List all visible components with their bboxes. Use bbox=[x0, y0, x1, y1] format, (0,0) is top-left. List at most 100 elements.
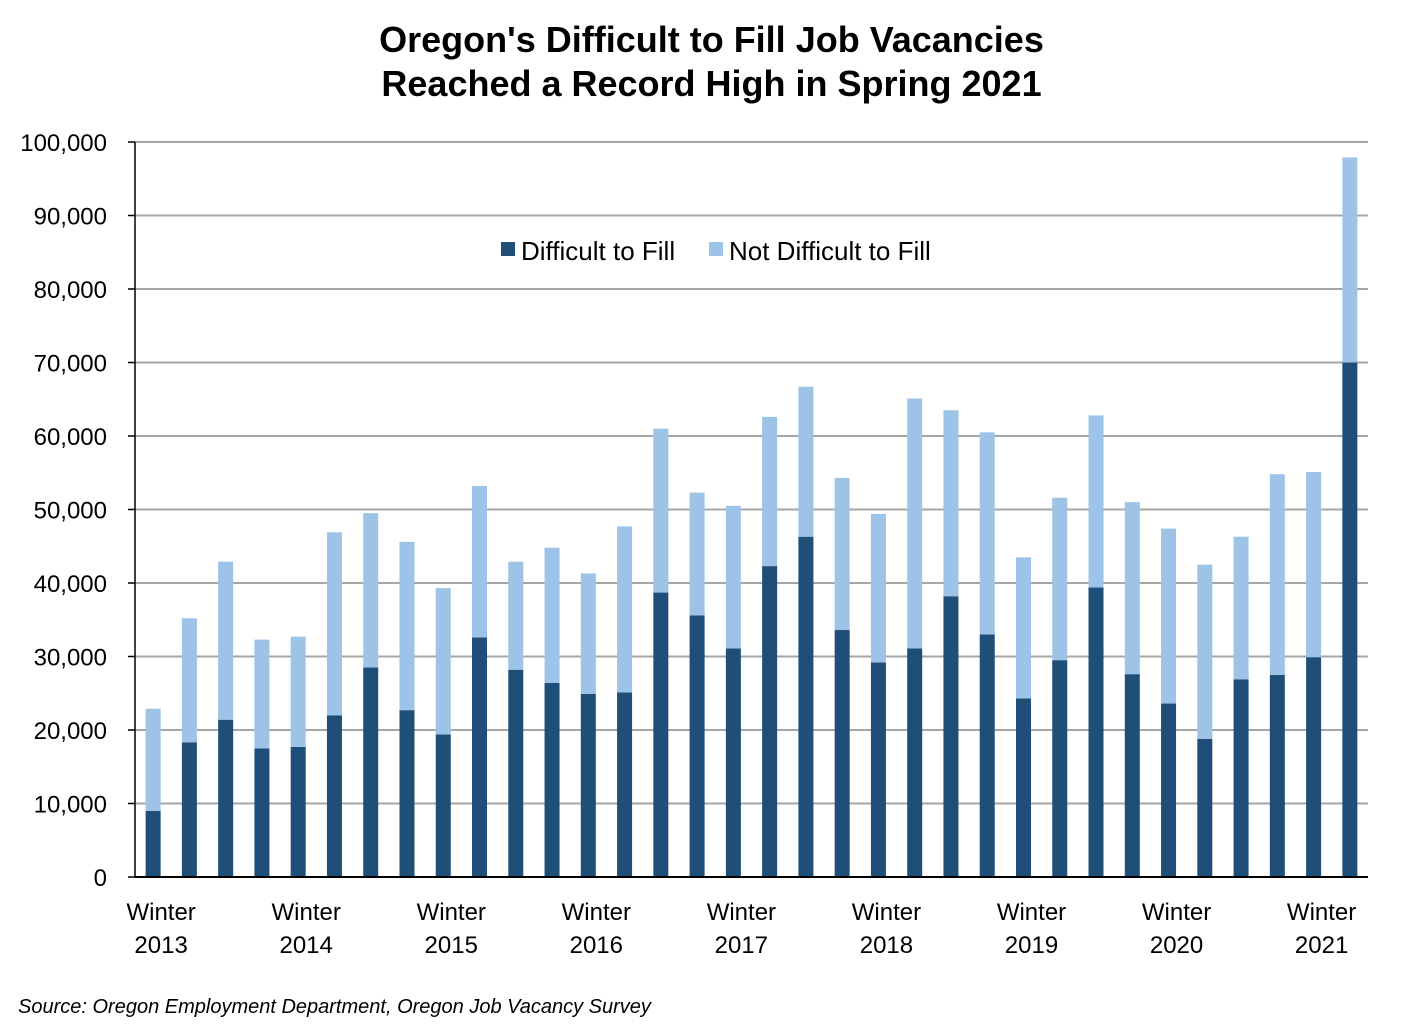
bar-difficult-to-fill bbox=[1233, 679, 1249, 877]
x-tick-label: Winter bbox=[562, 899, 631, 926]
bar-not-difficult-to-fill bbox=[1161, 528, 1177, 704]
bar-not-difficult-to-fill bbox=[1197, 564, 1213, 739]
x-tick-label-year: 2016 bbox=[570, 932, 623, 959]
bar-not-difficult-to-fill bbox=[617, 526, 633, 693]
bar-difficult-to-fill bbox=[145, 810, 161, 877]
bar-not-difficult-to-fill bbox=[508, 561, 524, 670]
bar-difficult-to-fill bbox=[689, 615, 705, 877]
bar-not-difficult-to-fill bbox=[725, 505, 741, 649]
bar-difficult-to-fill bbox=[907, 648, 923, 877]
bar-not-difficult-to-fill bbox=[1088, 415, 1104, 588]
bar-difficult-to-fill bbox=[290, 746, 306, 877]
bar-difficult-to-fill bbox=[254, 748, 270, 877]
bar-not-difficult-to-fill bbox=[290, 636, 306, 747]
bar-difficult-to-fill bbox=[1342, 362, 1358, 877]
x-tick-label: Winter bbox=[126, 899, 195, 926]
bar-not-difficult-to-fill bbox=[435, 588, 451, 735]
legend-label-difficult: Difficult to Fill bbox=[521, 236, 675, 266]
bar-difficult-to-fill bbox=[617, 692, 633, 877]
x-tick-label-year: 2020 bbox=[1150, 932, 1203, 959]
bar-difficult-to-fill bbox=[798, 536, 814, 877]
chart-title: Oregon's Difficult to Fill Job Vacancies… bbox=[0, 18, 1423, 106]
x-tick-label-year: 2014 bbox=[279, 932, 332, 959]
x-tick-label-year: 2015 bbox=[425, 932, 478, 959]
bar-difficult-to-fill bbox=[1088, 587, 1104, 877]
x-tick-label-year: 2018 bbox=[860, 932, 913, 959]
x-tick-label: Winter bbox=[272, 899, 341, 926]
bar-difficult-to-fill bbox=[544, 682, 560, 877]
bar-difficult-to-fill bbox=[435, 734, 451, 877]
x-tick-label: Winter bbox=[997, 899, 1066, 926]
bar-difficult-to-fill bbox=[653, 592, 669, 877]
x-tick-label-year: 2019 bbox=[1005, 932, 1058, 959]
bar-difficult-to-fill bbox=[326, 715, 342, 877]
bar-not-difficult-to-fill bbox=[907, 398, 923, 649]
bar-not-difficult-to-fill bbox=[363, 513, 379, 668]
bar-not-difficult-to-fill bbox=[580, 573, 596, 694]
bar-not-difficult-to-fill bbox=[218, 561, 234, 720]
bar-difficult-to-fill bbox=[943, 596, 959, 877]
x-tick-label: Winter bbox=[417, 899, 486, 926]
bar-difficult-to-fill bbox=[363, 667, 379, 877]
chart-title-line-2: Reached a Record High in Spring 2021 bbox=[381, 63, 1042, 104]
bar-difficult-to-fill bbox=[580, 693, 596, 877]
y-tick-label: 60,000 bbox=[34, 424, 107, 451]
bar-not-difficult-to-fill bbox=[689, 492, 705, 616]
x-tick-label: Winter bbox=[707, 899, 776, 926]
bar-not-difficult-to-fill bbox=[254, 639, 270, 749]
bar-difficult-to-fill bbox=[472, 637, 488, 877]
y-tick-label: 100,000 bbox=[20, 130, 107, 157]
bar-not-difficult-to-fill bbox=[1342, 157, 1358, 363]
bar-not-difficult-to-fill bbox=[1233, 536, 1249, 680]
x-tick-label-year: 2017 bbox=[715, 932, 768, 959]
bar-not-difficult-to-fill bbox=[762, 416, 778, 567]
bar-not-difficult-to-fill bbox=[1052, 497, 1068, 661]
bar-difficult-to-fill bbox=[834, 630, 850, 877]
bar-not-difficult-to-fill bbox=[472, 485, 488, 638]
bar-difficult-to-fill bbox=[1269, 674, 1285, 877]
legend-swatch-difficult bbox=[501, 242, 515, 256]
bar-not-difficult-to-fill bbox=[544, 547, 560, 683]
bar-not-difficult-to-fill bbox=[1269, 474, 1285, 675]
bar-not-difficult-to-fill bbox=[653, 428, 669, 593]
y-tick-label: 30,000 bbox=[34, 645, 107, 672]
bars bbox=[145, 157, 1358, 877]
x-tick-label-year: 2021 bbox=[1295, 932, 1348, 959]
bar-not-difficult-to-fill bbox=[870, 513, 886, 663]
bar-difficult-to-fill bbox=[508, 669, 524, 877]
legend-swatch-not-difficult bbox=[709, 242, 723, 256]
y-tick-label: 80,000 bbox=[34, 277, 107, 304]
bar-not-difficult-to-fill bbox=[1124, 502, 1140, 675]
bar-difficult-to-fill bbox=[399, 710, 415, 877]
bar-difficult-to-fill bbox=[762, 566, 778, 877]
y-tick-label: 40,000 bbox=[34, 571, 107, 598]
y-tick-label: 70,000 bbox=[34, 351, 107, 378]
bar-difficult-to-fill bbox=[1197, 738, 1213, 877]
bar-difficult-to-fill bbox=[1052, 660, 1068, 877]
bar-not-difficult-to-fill bbox=[979, 432, 995, 635]
y-tick-label: 0 bbox=[94, 865, 107, 892]
bar-difficult-to-fill bbox=[1124, 674, 1140, 877]
bar-difficult-to-fill bbox=[725, 648, 741, 877]
axes: 0 10,000 20,000 30,000 40,000 50,000 60,000 70,… bbox=[20, 130, 1368, 959]
bar-difficult-to-fill bbox=[181, 742, 197, 877]
bar-not-difficult-to-fill bbox=[399, 541, 415, 711]
bar-not-difficult-to-fill bbox=[1306, 472, 1322, 658]
legend: Difficult to Fill Not Difficult to Fill bbox=[501, 236, 931, 266]
x-tick-label-year: 2013 bbox=[134, 932, 187, 959]
bar-not-difficult-to-fill bbox=[798, 386, 814, 537]
x-tick-label: Winter bbox=[1142, 899, 1211, 926]
bar-not-difficult-to-fill bbox=[943, 410, 959, 597]
bar-not-difficult-to-fill bbox=[834, 477, 850, 631]
y-tick-label: 50,000 bbox=[34, 498, 107, 525]
bar-difficult-to-fill bbox=[1306, 657, 1322, 877]
bar-not-difficult-to-fill bbox=[181, 618, 197, 743]
bar-not-difficult-to-fill bbox=[145, 708, 161, 811]
chart-title-line-1: Oregon's Difficult to Fill Job Vacancies bbox=[379, 19, 1044, 60]
legend-label-not-difficult: Not Difficult to Fill bbox=[729, 236, 931, 266]
y-tick-label: 10,000 bbox=[34, 792, 107, 819]
y-tick-label: 20,000 bbox=[34, 718, 107, 745]
bar-not-difficult-to-fill bbox=[326, 532, 342, 716]
